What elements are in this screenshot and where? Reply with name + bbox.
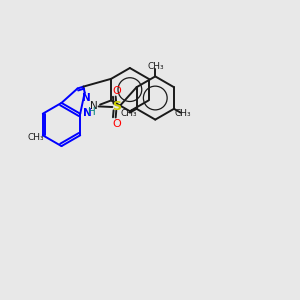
Text: O: O	[112, 118, 121, 128]
Text: N: N	[83, 108, 92, 118]
Text: S: S	[112, 100, 121, 113]
Text: CH₃: CH₃	[148, 62, 164, 71]
Text: N: N	[91, 100, 98, 110]
Text: CH₃: CH₃	[28, 133, 44, 142]
Text: O: O	[112, 86, 121, 96]
Text: CH₃: CH₃	[121, 109, 137, 118]
Text: CH₃: CH₃	[175, 109, 191, 118]
Text: H: H	[88, 107, 96, 117]
Text: N: N	[82, 93, 90, 103]
